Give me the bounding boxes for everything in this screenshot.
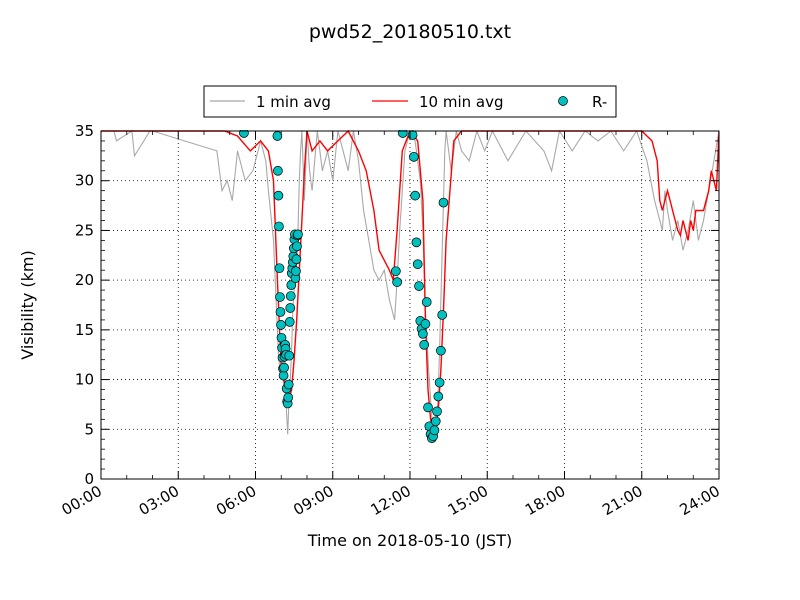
rain-point — [411, 237, 422, 248]
x-tick-label: 09:00 — [290, 482, 336, 519]
y-tick-label: 10 — [75, 371, 94, 389]
rain-point — [414, 281, 424, 291]
rain-point — [434, 377, 445, 388]
rain-point — [420, 319, 431, 329]
rain-point — [274, 221, 284, 232]
legend-swatch-rain — [558, 96, 568, 106]
x-tick-label: 03:00 — [136, 482, 182, 519]
rain-point — [432, 406, 442, 417]
chart-title: pwd52_20180510.txt — [309, 21, 511, 43]
rain-point — [273, 190, 284, 201]
legend-box — [203, 85, 617, 118]
rain-point — [437, 310, 448, 320]
x-tick-label: 21:00 — [599, 482, 645, 519]
x-tick-label: 00:00 — [59, 482, 105, 519]
rain-point — [285, 291, 296, 301]
rain-point — [412, 259, 423, 270]
rain-point — [430, 416, 441, 427]
x-tick-label: 15:00 — [445, 482, 491, 519]
rain-point — [275, 292, 285, 302]
rain-point — [407, 130, 418, 140]
rain-point — [239, 130, 249, 138]
x-axis-label: Time on 2018-05-10 (JST) — [307, 531, 512, 550]
rain-point — [410, 190, 420, 201]
x-tick-label: 06:00 — [213, 482, 259, 519]
rain-point — [284, 350, 295, 361]
rain-point — [291, 266, 301, 277]
rain-point — [436, 345, 446, 356]
rain-point — [397, 130, 408, 138]
rain-point — [283, 392, 294, 403]
legend-label-10min: 10 min avg — [419, 93, 504, 111]
rain-point — [274, 263, 285, 274]
rain-point — [418, 328, 428, 339]
rain-point — [273, 165, 283, 176]
rain-points — [239, 130, 449, 444]
rain-point — [272, 131, 283, 141]
y-tick-label: 30 — [75, 172, 94, 190]
series-1min-line — [101, 130, 719, 440]
x-tick-label: 12:00 — [368, 482, 414, 519]
y-tick-label: 0 — [84, 470, 94, 488]
rain-point — [285, 303, 296, 313]
rain-point — [283, 379, 294, 390]
rain-point — [291, 254, 302, 265]
rain-point — [438, 197, 449, 208]
x-tick-label: 24:00 — [677, 482, 723, 519]
y-tick-label: 5 — [84, 420, 94, 438]
legend-label-1min: 1 min avg — [256, 93, 331, 111]
rain-point — [409, 152, 419, 162]
rain-point — [284, 317, 295, 327]
legend: 1 min avg 10 min avg R- — [203, 85, 617, 118]
rain-point — [293, 229, 303, 240]
y-tick-label: 20 — [75, 271, 94, 289]
y-axis-label: Visibility (km) — [18, 250, 37, 359]
rain-point — [276, 320, 286, 330]
rain-point — [433, 391, 444, 402]
rain-point — [419, 339, 430, 350]
rain-point — [275, 307, 286, 317]
rain-point — [390, 266, 401, 277]
y-tick-label: 35 — [75, 122, 94, 140]
rain-point — [429, 425, 440, 436]
x-tick-label: 18:00 — [522, 482, 568, 519]
y-tick-label: 25 — [75, 221, 94, 239]
rain-point — [279, 362, 289, 373]
plot-area: 0 5 10 15 20 25 30 35 00:00 03:00 06:00 09:00 12:00 1… — [59, 122, 723, 519]
series-10min-line — [101, 130, 719, 437]
y-tick-label: 15 — [75, 321, 94, 339]
rain-point — [292, 241, 302, 252]
rain-point — [423, 402, 433, 413]
rain-point — [421, 297, 432, 307]
legend-label-rain: R- — [592, 93, 607, 111]
rain-point — [392, 277, 402, 287]
